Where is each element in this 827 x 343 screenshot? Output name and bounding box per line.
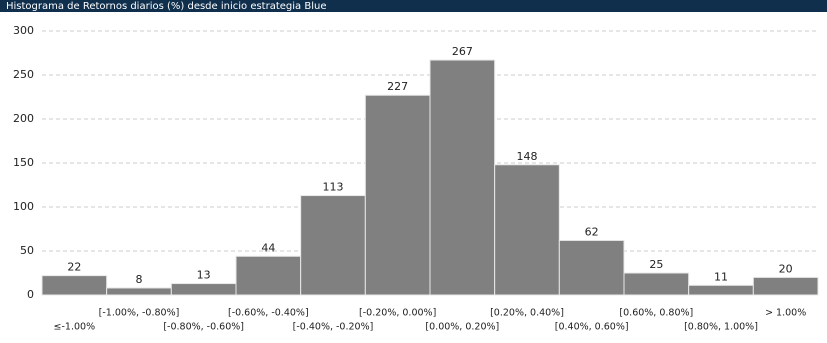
bar — [429, 59, 496, 296]
bar — [623, 272, 690, 296]
x-tick-label: [-0.80%, -0.60%] — [163, 322, 244, 333]
x-tick-label: [0.00%, 0.20%] — [425, 322, 499, 333]
data-label: 227 — [387, 80, 408, 93]
data-label: 20 — [779, 262, 793, 275]
x-tick-label: [-1.00%, -0.80%] — [99, 308, 180, 319]
bar — [752, 276, 819, 296]
x-tick-label: > 1.00% — [765, 308, 806, 319]
y-tick-label: 250 — [13, 68, 34, 81]
y-tick-label: 200 — [13, 112, 34, 125]
data-label: 22 — [67, 261, 81, 274]
bar — [300, 195, 366, 296]
data-label: 13 — [197, 269, 211, 282]
y-tick-label: 300 — [13, 24, 34, 37]
x-tick-label: ≤-1.00% — [54, 322, 96, 333]
x-tick-label: [0.60%, 0.80%] — [619, 308, 693, 319]
y-tick-label: 50 — [20, 244, 34, 257]
data-label: 267 — [452, 45, 473, 58]
x-tick-label: [-0.20%, 0.00%] — [359, 308, 436, 319]
bar — [41, 275, 108, 296]
data-label: 25 — [649, 258, 663, 271]
y-tick-label: 150 — [13, 156, 34, 169]
bar — [170, 283, 237, 296]
y-tick-label: 0 — [27, 288, 34, 301]
data-label: 148 — [517, 150, 538, 163]
data-label: 11 — [714, 270, 728, 283]
bar — [494, 164, 560, 296]
bar — [235, 255, 302, 296]
x-tick-label: [0.20%, 0.40%] — [490, 308, 564, 319]
x-tick-label: [-0.60%, -0.40%] — [228, 308, 309, 319]
bar — [106, 287, 172, 296]
bar — [688, 284, 754, 296]
chart-title: Histograma de Retornos diarios (%) desde… — [6, 1, 326, 12]
data-label: 62 — [585, 225, 599, 238]
data-label: 44 — [261, 241, 275, 254]
x-tick-label: [0.80%, 1.00%] — [684, 322, 758, 333]
bar — [558, 239, 625, 296]
bar — [364, 94, 431, 296]
header-bar — [0, 0, 827, 12]
data-label: 113 — [323, 181, 344, 194]
data-label: 8 — [136, 273, 143, 286]
y-tick-label: 100 — [13, 200, 34, 213]
x-tick-label: [0.40%, 0.60%] — [555, 322, 629, 333]
x-tick-label: [-0.40%, -0.20%] — [293, 322, 374, 333]
